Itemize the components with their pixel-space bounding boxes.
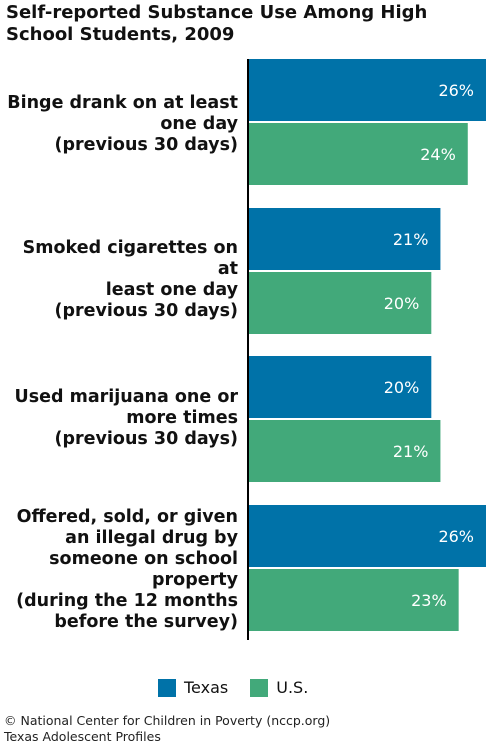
data-label-us-3: 23% [411,591,447,610]
source-text: Texas Adolescent Profiles [4,729,161,744]
data-label-us-1: 20% [384,294,420,313]
bar-texas-3 [249,505,486,567]
data-label-texas-0: 26% [438,81,474,100]
bar-texas-1 [249,208,441,270]
legend-item-us: U.S. [250,678,308,697]
bar-us-1 [249,272,432,334]
legend-swatch-texas [158,678,176,697]
category-label-0: Binge drank on at least one day (previou… [7,93,238,155]
legend-item-texas: Texas [158,678,228,697]
legend-swatch-us [250,678,269,697]
bar-us-0 [249,123,468,185]
data-label-texas-3: 26% [438,527,474,546]
bar-us-3 [249,569,459,631]
category-label-2: Used marijuana one or more times (previo… [14,387,238,449]
chart-title: Self-reported Substance Use Among High S… [6,2,428,45]
data-label-texas-2: 20% [384,378,420,397]
category-label-1: Smoked cigarettes on at least one day (p… [22,238,238,321]
bar-texas-2 [249,356,432,418]
bar-chart: 26% 24% 21% 20% 20% 21% 26% 23% [247,59,486,640]
copyright-text: © National Center for Children in Povert… [4,713,331,728]
legend-label-texas: Texas [184,678,229,697]
bar-us-2 [249,420,441,482]
data-label-us-2: 21% [393,442,429,461]
data-label-us-0: 24% [420,145,456,164]
data-label-texas-1: 21% [393,230,429,249]
legend-label-us: U.S. [276,678,309,697]
footer: © National Center for Children in Povert… [4,713,330,745]
legend: Texas U.S. [158,678,330,697]
category-label-3: Offered, sold, or given an illegal drug … [16,507,238,632]
bar-texas-0 [249,59,486,121]
